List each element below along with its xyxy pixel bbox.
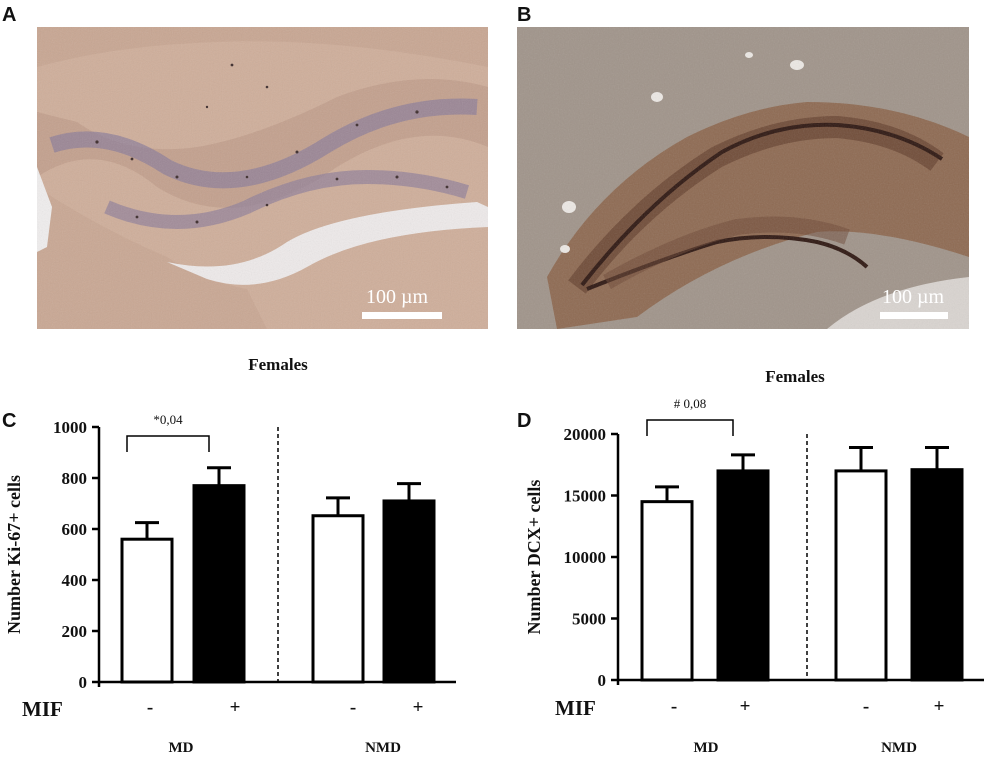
scale-bar-b xyxy=(880,312,948,319)
bar-d-nmd-plus xyxy=(910,468,964,682)
micrograph-b xyxy=(517,27,969,329)
bar-d-nmd-minus xyxy=(834,469,888,682)
panel-letter-b: B xyxy=(517,4,532,26)
group-label-c-md: MD xyxy=(169,740,194,756)
group-label-d-nmd: NMD xyxy=(881,740,917,756)
group-label-c-nmd: NMD xyxy=(365,740,401,756)
mif-sign-c: - xyxy=(350,697,356,718)
mif-sign-d: + xyxy=(934,696,945,717)
significance-bracket-d xyxy=(646,419,734,436)
factor-label-c: MIF xyxy=(22,697,63,721)
scale-label-b: 100 µm xyxy=(882,286,945,308)
y-tick-label-c: 800 xyxy=(62,469,88,488)
mif-sign-d: + xyxy=(740,696,751,717)
bar-c-nmd-plus xyxy=(382,499,436,684)
bar-c-md-minus xyxy=(120,537,174,684)
significance-label-d: # 0,08 xyxy=(674,396,707,411)
scale-bar-a xyxy=(362,312,442,319)
significance-label-c: *0,04 xyxy=(153,412,183,427)
bar-d-md-plus xyxy=(716,469,770,682)
significance-bracket-c xyxy=(126,435,210,452)
bar-d-md-minus xyxy=(640,500,694,682)
y-tick-label-c: 0 xyxy=(79,673,88,692)
factor-label-d: MIF xyxy=(555,696,596,720)
y-tick-label-d: 5000 xyxy=(572,610,606,629)
chart-title-d: Females xyxy=(765,367,825,386)
y-tick-label-d: 20000 xyxy=(564,425,607,444)
chart-title-c: Females xyxy=(248,355,308,374)
bar-c-md-plus xyxy=(192,484,246,684)
mif-sign-d: - xyxy=(671,696,677,717)
panel-letter-d: D xyxy=(517,410,532,432)
y-tick-label-c: 600 xyxy=(62,520,88,539)
micrograph-a xyxy=(37,27,488,329)
mif-sign-c: - xyxy=(147,697,153,718)
y-axis-label-c: Number Ki-67+ cells xyxy=(4,475,24,634)
scale-label-a: 100 µm xyxy=(366,286,429,308)
y-tick-label-d: 15000 xyxy=(564,487,607,506)
y-axis-label-d: Number DCX+ cells xyxy=(524,480,544,635)
y-tick-label-d: 10000 xyxy=(564,548,607,567)
y-tick-label-d: 0 xyxy=(598,671,607,690)
y-tick-label-c: 1000 xyxy=(53,418,87,437)
bar-c-nmd-minus xyxy=(311,514,365,684)
y-tick-label-c: 200 xyxy=(62,622,88,641)
mif-sign-c: + xyxy=(230,697,241,718)
mif-sign-d: - xyxy=(863,696,869,717)
panel-letter-c: C xyxy=(2,410,17,432)
panel-letter-a: A xyxy=(2,4,17,26)
group-label-d-md: MD xyxy=(694,740,719,756)
y-tick-label-c: 400 xyxy=(62,571,88,590)
mif-sign-c: + xyxy=(413,697,424,718)
